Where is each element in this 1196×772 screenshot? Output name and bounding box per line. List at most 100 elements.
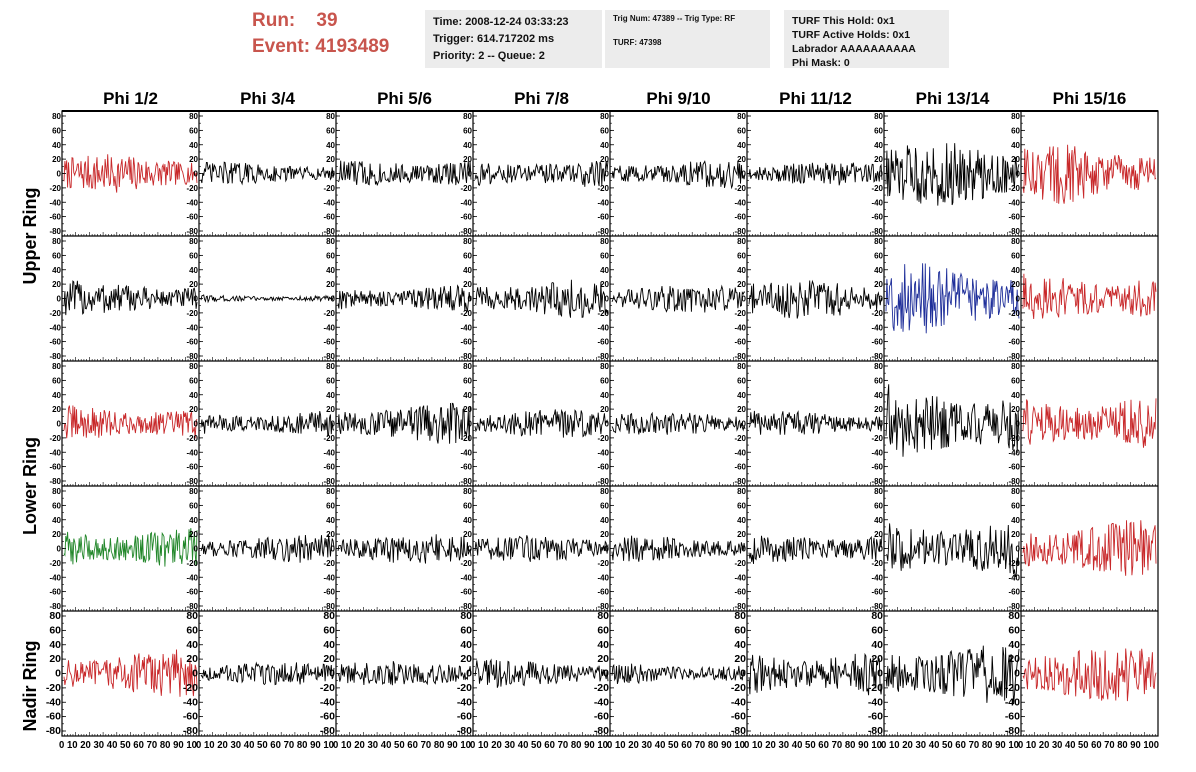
y-tick-label: -60 — [323, 588, 335, 597]
y-tick-label: -40 — [46, 696, 61, 708]
y-tick-label: 80 — [52, 487, 61, 496]
y-tick-label: 0 — [742, 545, 747, 554]
y-tick-label: 60 — [1011, 376, 1020, 385]
y-tick-label: 0 — [331, 170, 336, 179]
y-tick-label: -60 — [49, 213, 61, 222]
y-tick-label: 20 — [600, 530, 609, 539]
waveform-row1-col1 — [63, 154, 198, 193]
y-tick-label: 80 — [874, 112, 883, 121]
y-tick-label: -60 — [320, 711, 335, 723]
y-tick-label: 0 — [194, 420, 199, 429]
y-tick-label: -80 — [597, 602, 609, 611]
y-tick-label: 80 — [52, 362, 61, 371]
y-tick-label: -80 — [1005, 725, 1020, 737]
y-tick-label: -20 — [734, 309, 746, 318]
y-tick-label: 80 — [1011, 487, 1020, 496]
y-tick-label: 20 — [600, 280, 609, 289]
y-tick-label: -40 — [594, 696, 609, 708]
waveform-row1-col4 — [474, 160, 609, 187]
y-tick-label: -80 — [49, 352, 61, 361]
y-tick-label: -20 — [323, 434, 335, 443]
y-tick-label: 80 — [326, 362, 335, 371]
y-tick-label: 0 — [1016, 170, 1021, 179]
trigger-text: Trigger: 614.717202 ms — [433, 33, 555, 45]
y-tick-label: 60 — [1011, 251, 1020, 260]
y-tick-label: 0 — [605, 295, 610, 304]
y-tick-label: -60 — [460, 213, 472, 222]
y-tick-label: 80 — [463, 487, 472, 496]
y-tick-label: -60 — [323, 463, 335, 472]
y-tick-label: 60 — [463, 376, 472, 385]
y-tick-label: 20 — [737, 530, 746, 539]
y-tick-label: -60 — [49, 338, 61, 347]
y-tick-label: 0 — [603, 668, 609, 680]
y-tick-label: 40 — [52, 391, 61, 400]
labrador-text: Labrador AAAAAAAAAA — [792, 43, 916, 55]
y-tick-label: -60 — [734, 588, 746, 597]
column-header-3: Phi 5/6 — [377, 89, 432, 108]
y-tick-label: 20 — [734, 653, 746, 665]
y-tick-label: 40 — [463, 391, 472, 400]
y-tick-label: 20 — [874, 530, 883, 539]
y-tick-label: -20 — [320, 682, 335, 694]
y-tick-label: 20 — [189, 405, 198, 414]
y-tick-label: -40 — [597, 323, 609, 332]
y-tick-label: -60 — [1008, 213, 1020, 222]
waveform-row2-col3 — [337, 284, 472, 312]
waveform-row4-col2 — [200, 534, 335, 563]
y-tick-label: -80 — [49, 602, 61, 611]
y-tick-label: -60 — [871, 588, 883, 597]
y-tick-label: 40 — [326, 391, 335, 400]
y-tick-label: 80 — [600, 487, 609, 496]
y-tick-label: 40 — [189, 516, 198, 525]
y-tick-label: 80 — [1011, 237, 1020, 246]
waveform-row2-col1 — [63, 280, 198, 316]
y-tick-label: -80 — [186, 352, 198, 361]
y-tick-label: -60 — [871, 338, 883, 347]
y-tick-label: 0 — [57, 170, 62, 179]
y-tick-label: 40 — [463, 266, 472, 275]
y-tick-label: 60 — [52, 126, 61, 135]
y-tick-label: 80 — [874, 362, 883, 371]
y-tick-label: -60 — [597, 588, 609, 597]
y-tick-label: 0 — [879, 545, 884, 554]
y-tick-label: -40 — [49, 323, 61, 332]
y-tick-label: -80 — [186, 477, 198, 486]
y-tick-label: -20 — [594, 682, 609, 694]
y-tick-label: -80 — [1008, 477, 1020, 486]
y-tick-label: 0 — [1014, 668, 1020, 680]
waveform-row4-col6 — [748, 534, 883, 564]
y-tick-label: 60 — [189, 251, 198, 260]
y-tick-label: 0 — [742, 295, 747, 304]
y-tick-label: 0 — [605, 170, 610, 179]
y-tick-label: 80 — [189, 112, 198, 121]
y-tick-label: 60 — [874, 251, 883, 260]
y-tick-label: 60 — [1008, 624, 1020, 636]
y-tick-label: -40 — [734, 323, 746, 332]
column-header-8: Phi 15/16 — [1053, 89, 1127, 108]
y-tick-label: 80 — [463, 237, 472, 246]
y-tick-label: 40 — [1011, 141, 1020, 150]
y-tick-label: 0 — [879, 420, 884, 429]
y-tick-label: -40 — [186, 198, 198, 207]
y-tick-label: -80 — [460, 352, 472, 361]
y-tick-label: 80 — [597, 610, 609, 622]
y-tick-label: 80 — [737, 237, 746, 246]
y-tick-label: 40 — [734, 639, 746, 651]
phi-mask-text: Phi Mask: 0 — [792, 57, 850, 69]
y-tick-label: -20 — [871, 309, 883, 318]
y-tick-label: 20 — [874, 405, 883, 414]
y-tick-label: -80 — [597, 477, 609, 486]
y-tick-label: 60 — [874, 501, 883, 510]
y-tick-label: -60 — [46, 711, 61, 723]
y-tick-label: 80 — [734, 610, 746, 622]
y-tick-label: 0 — [468, 295, 473, 304]
y-tick-label: 40 — [186, 639, 198, 651]
y-tick-label: -20 — [460, 184, 472, 193]
y-tick-label: -40 — [49, 573, 61, 582]
event-value: 4193489 — [315, 36, 390, 57]
y-tick-label: 20 — [737, 405, 746, 414]
y-tick-label: -20 — [1008, 434, 1020, 443]
y-tick-label: 80 — [1011, 112, 1020, 121]
y-tick-label: 60 — [871, 624, 883, 636]
